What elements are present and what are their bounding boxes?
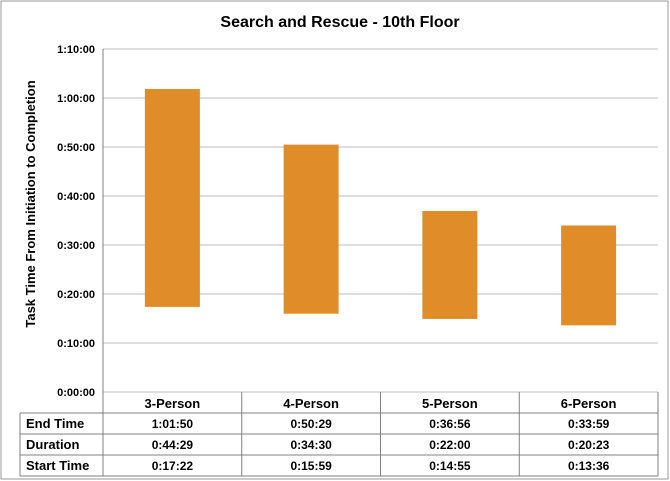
y-tick-label: 0:00:00 xyxy=(57,387,95,399)
category-label: 5-Person xyxy=(422,396,478,411)
bar-3-person xyxy=(144,89,200,307)
table-cell: 0:14:55 xyxy=(429,459,471,473)
category-label: 4-Person xyxy=(283,396,339,411)
table-cell: 0:20:23 xyxy=(568,438,610,452)
table-cell: 0:50:29 xyxy=(290,417,332,431)
y-axis-label: Task Time From Initiation to Completion xyxy=(23,80,38,327)
table-cell: 0:34:30 xyxy=(290,438,332,452)
y-axis-ticks: 0:00:00 0:10:00 0:20:00 0:30:00 0:40:00 0:50:… xyxy=(57,44,95,399)
y-tick-label: 0:10:00 xyxy=(57,338,95,350)
bar-6-person xyxy=(561,225,617,326)
category-label: 3-Person xyxy=(145,396,201,411)
category-label: 6-Person xyxy=(561,396,617,411)
table-row-label: Start Time xyxy=(26,458,89,473)
y-tick-label: 1:10:00 xyxy=(57,44,95,56)
bars xyxy=(144,89,617,326)
table-cell: 0:13:36 xyxy=(568,459,610,473)
y-tick-label: 0:50:00 xyxy=(57,142,95,154)
table-cell: 0:17:22 xyxy=(152,459,194,473)
table-cell: 0:15:59 xyxy=(290,459,332,473)
y-tick-label: 1:00:00 xyxy=(57,93,95,105)
y-tick-label: 0:30:00 xyxy=(57,240,95,252)
data-table: 3-Person 4-Person 5-Person 6-Person End Time… xyxy=(19,392,659,477)
bar-5-person xyxy=(422,211,478,319)
table-cell: 0:33:59 xyxy=(568,417,610,431)
y-tick-label: 0:40:00 xyxy=(57,191,95,203)
y-tick-label: 0:20:00 xyxy=(57,289,95,301)
table-row-label: Duration xyxy=(26,437,80,452)
table-cell: 1:01:50 xyxy=(152,417,194,431)
table-cell: 0:22:00 xyxy=(429,438,471,452)
chart-title: Search and Rescue - 10th Floor xyxy=(220,14,459,31)
table-row-label: End Time xyxy=(26,416,84,431)
table-cell: 0:36:56 xyxy=(429,417,471,431)
table-cell: 0:44:29 xyxy=(152,438,194,452)
bar-4-person xyxy=(283,144,339,314)
